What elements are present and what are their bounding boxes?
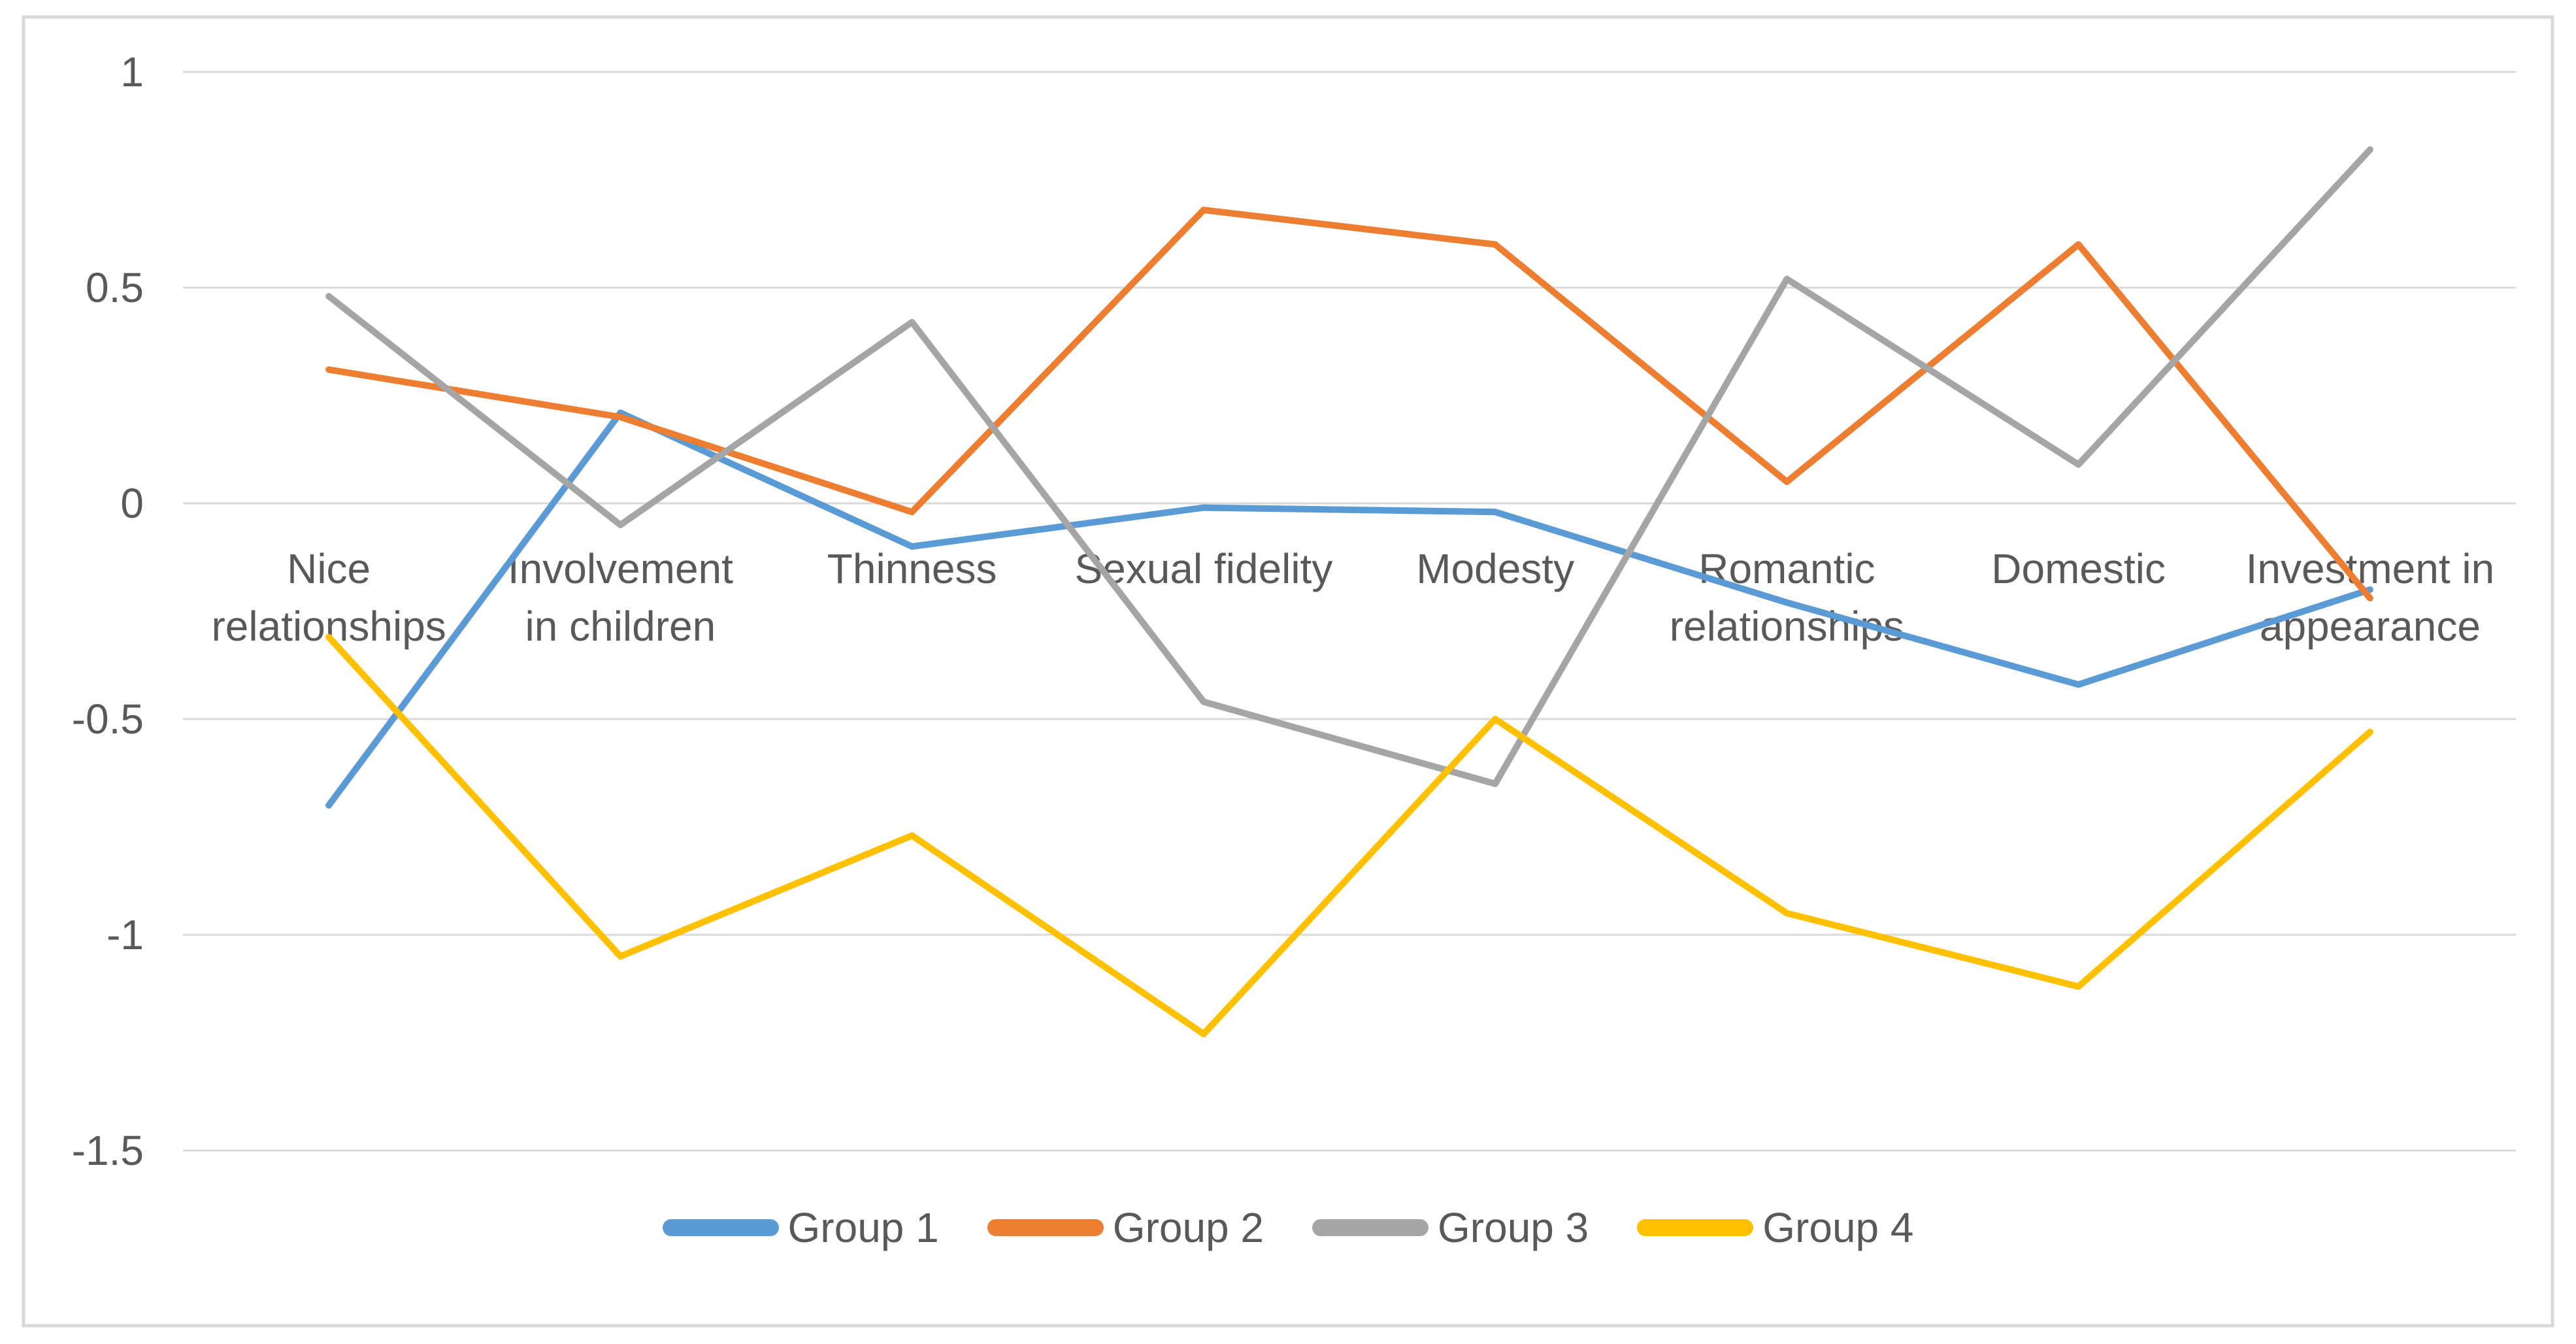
x-category-label: Domestic <box>1991 545 2166 592</box>
legend-item-group-3: Group 3 <box>1312 1207 1589 1249</box>
chart-border <box>22 15 2554 1328</box>
x-category-label: Modesty <box>1416 545 1574 592</box>
legend-line-swatch <box>1312 1219 1428 1236</box>
legend-item-group-2: Group 2 <box>987 1207 1264 1249</box>
y-tick-label: -1 <box>107 911 144 958</box>
x-category-label-line: appearance <box>2260 603 2481 650</box>
x-axis-category-labels: Nice relationships Involvement in children T… <box>211 545 2494 650</box>
series-lines <box>325 146 2373 1037</box>
x-category-label-line: Modesty <box>1416 545 1574 592</box>
y-tick-label: -1.5 <box>72 1127 144 1174</box>
legend-label: Group 3 <box>1438 1204 1589 1251</box>
legend-item-group-4: Group 4 <box>1637 1204 1914 1251</box>
legend-label: Group 2 <box>1112 1204 1264 1251</box>
x-category-label-line: Domestic <box>1991 545 2166 592</box>
legend: Group 1 Group 2 Group 3 Group 4 <box>0 1207 2576 1249</box>
legend-label: Group 4 <box>1762 1204 1914 1251</box>
legend-line-swatch <box>987 1219 1104 1236</box>
x-category-label-line: in children <box>525 603 716 650</box>
x-category-label-line: Investment in <box>2246 545 2495 592</box>
legend-item-group-1: Group 1 <box>662 1204 939 1251</box>
y-tick-label: 1 <box>120 48 144 95</box>
x-category-label-line: Nice <box>287 545 371 592</box>
series-line-group-2 <box>325 207 2373 602</box>
y-axis-tick-labels: 1 0.5 0 -0.5 -1 -1.5 <box>72 48 144 1174</box>
x-category-label-line: Sexual fidelity <box>1074 545 1332 592</box>
y-tick-label: -0.5 <box>72 696 144 743</box>
legend-line-swatch <box>1637 1219 1754 1236</box>
legend-label: Group 1 <box>787 1204 939 1251</box>
x-category-label: Sexual fidelity <box>1074 545 1332 592</box>
x-category-label: Thinness <box>827 545 997 592</box>
y-tick-label: 0 <box>120 480 144 527</box>
x-category-label-line: Involvement <box>508 545 733 592</box>
x-category-label: Involvement in children <box>508 545 733 650</box>
series-line-group-4 <box>325 633 2373 1037</box>
gridlines <box>183 71 2516 1152</box>
x-category-label-line: Thinness <box>827 545 997 592</box>
x-category-label-line: relationships <box>211 603 446 650</box>
legend-line-swatch <box>662 1219 779 1236</box>
series-line-group-3 <box>325 146 2373 787</box>
y-tick-label: 0.5 <box>86 264 144 311</box>
